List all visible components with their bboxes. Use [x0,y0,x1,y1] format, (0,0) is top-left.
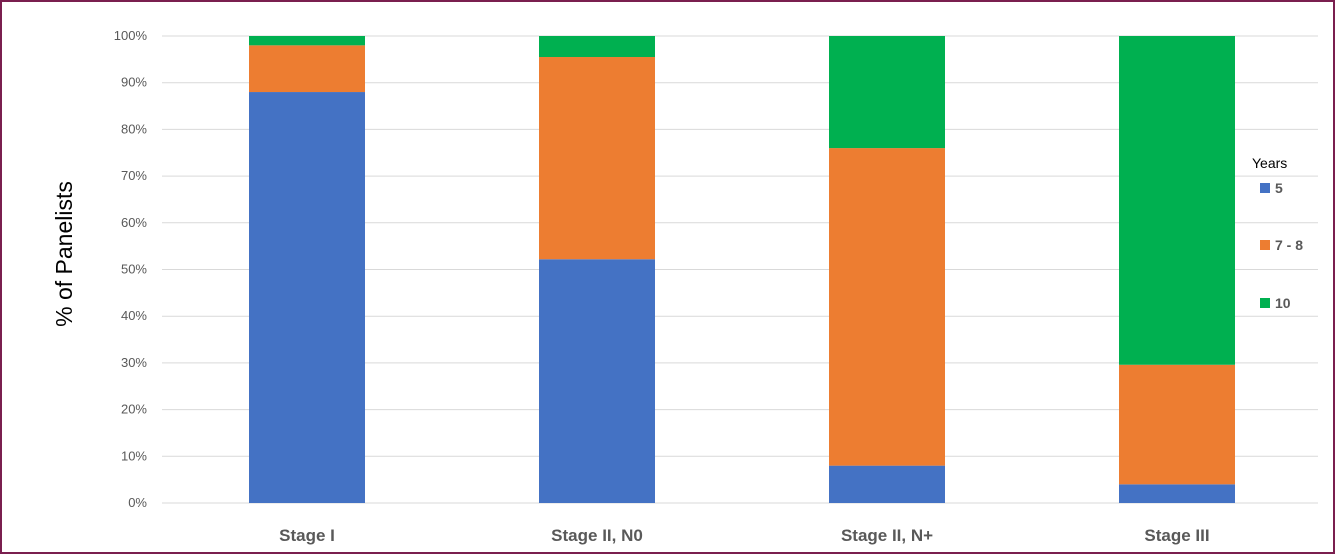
legend-item-label: 7 - 8 [1275,237,1303,253]
legend-item-label: 5 [1275,180,1283,196]
y-tick-label: 20% [121,402,147,417]
bar-segment [539,57,655,260]
x-category-label: Stage III [1144,526,1209,545]
x-category-label: Stage II, N+ [841,526,933,545]
bar-segment [829,148,945,466]
y-tick-label: 0% [128,495,147,510]
bar-segment [539,259,655,503]
legend-swatch [1260,240,1270,250]
bar-segment [249,36,365,46]
legend-swatch [1260,183,1270,193]
bar-segment [1119,484,1235,503]
y-axis-label: % of Panelists [51,181,77,327]
y-tick-label: 10% [121,448,147,463]
legend-item-label: 10 [1275,295,1291,311]
bar-segment [1119,36,1235,365]
bar-segment [539,36,655,58]
bars [249,36,1235,503]
legend-title: Years [1252,155,1287,171]
x-axis-labels: Stage I Stage II, N0 Stage II, N+ Stage III [279,526,1209,545]
y-tick-label: 80% [121,121,147,136]
bar-segment [249,92,365,503]
y-tick-label: 90% [121,75,147,90]
y-axis-ticks: 0% 10% 20% 30% 40% 50% 60% 70% 80% 90% 100% [114,28,148,510]
legend-swatch [1260,298,1270,308]
y-tick-label: 100% [114,28,148,43]
x-category-label: Stage I [279,526,335,545]
bar-segment [829,36,945,149]
x-category-label: Stage II, N0 [551,526,643,545]
y-tick-label: 40% [121,308,147,323]
y-tick-label: 50% [121,262,147,277]
y-tick-label: 70% [121,168,147,183]
y-tick-label: 30% [121,355,147,370]
legend: Years 5 7 - 8 10 [1252,155,1303,311]
bar-segment [1119,364,1235,485]
bar-segment [829,465,945,503]
y-tick-label: 60% [121,215,147,230]
bar-segment [249,45,365,93]
